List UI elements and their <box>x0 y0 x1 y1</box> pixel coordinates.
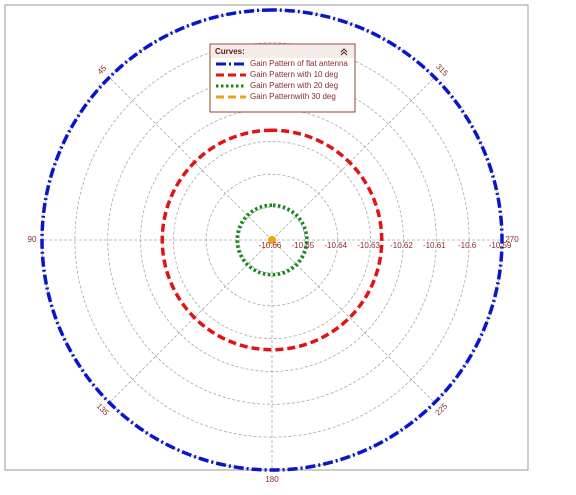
grid-spoke <box>271 77 435 241</box>
r-tick-label: -10.61 <box>423 241 446 250</box>
r-tick-label: -10.63 <box>357 241 380 250</box>
series-marker <box>268 236 276 244</box>
r-tick-label: -10.59 <box>489 241 512 250</box>
grid-circle <box>107 75 437 405</box>
legend-label: Gain Patternwith 30 deg <box>250 92 336 101</box>
curves <box>40 8 504 472</box>
collapse-icon[interactable] <box>340 48 348 56</box>
grid-circle <box>173 141 371 339</box>
theta-tick-label: 180 <box>265 475 279 484</box>
grid-spoke <box>109 239 273 403</box>
r-tick-label: -10.65 <box>292 241 315 250</box>
legend-label: Gain Pattern with 10 deg <box>250 70 338 79</box>
series-line <box>40 8 504 472</box>
theta-tick-label: 90 <box>28 235 37 244</box>
r-tick-label: -10.62 <box>390 241 413 250</box>
legend-label: Gain Pattern with 20 deg <box>250 81 338 90</box>
legend: Curves: Gain Pattern of flat antenna Gain… <box>209 43 356 113</box>
legend-header <box>211 45 354 58</box>
r-tick-label: -10.6 <box>458 241 477 250</box>
grid-spoke <box>271 239 435 403</box>
grid-spoke <box>109 77 273 241</box>
r-tick-label: -10.66 <box>259 241 282 250</box>
series-line <box>160 128 384 352</box>
theta-tick-label: 270 <box>505 235 519 244</box>
legend-title: Curves: <box>215 47 245 56</box>
r-tick-label: -10.64 <box>324 241 347 250</box>
legend-label: Gain Pattern of flat antenna <box>250 59 348 68</box>
